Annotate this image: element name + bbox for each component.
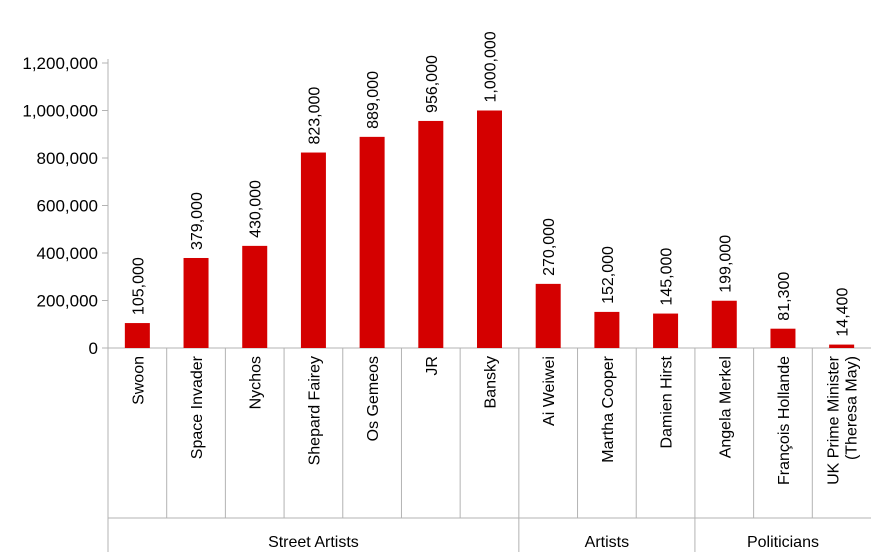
category-label: UK Prime Minister [826,355,843,485]
bar [653,313,679,348]
bar-value-label: 956,000 [424,55,441,113]
bar [829,344,855,348]
bar [770,328,796,348]
category-label: Os Gemeos [365,356,382,441]
bar [418,120,444,348]
bar-value-label: 152,000 [600,246,617,304]
bar-value-label: 81,300 [776,272,793,321]
category-label: François Hollande [776,356,793,485]
category-label: Nychos [248,356,265,409]
y-tick-label: 1,000,000 [22,102,98,121]
bar [359,136,385,348]
bar-value-label: 889,000 [365,71,382,129]
category-label: Ai Weiwei [541,356,558,426]
category-label: Angela Merkel [717,356,734,458]
bar-value-label: 14,400 [835,288,852,337]
category-label: (Theresa May) [844,356,861,460]
bar [183,257,209,348]
category-label: Martha Cooper [600,355,617,462]
bar [124,323,150,348]
bar-value-label: 145,000 [659,248,676,306]
bar-value-label: 105,000 [130,257,147,315]
bar-value-label: 1,000,000 [483,31,500,102]
y-tick-label: 800,000 [37,149,98,168]
y-tick-label: 600,000 [37,197,98,216]
category-label: Damien Hirst [659,355,676,448]
bar-value-label: 199,000 [717,235,734,293]
group-label: Artists [585,534,629,551]
bar-value-label: 379,000 [189,192,206,250]
bar-value-label: 270,000 [541,218,558,276]
y-tick-label: 400,000 [37,244,98,263]
y-tick-label: 0 [89,339,98,358]
bar-value-label: 430,000 [248,180,265,238]
category-label: Space Invader [189,355,206,459]
y-tick-label: 1,200,000 [22,54,98,73]
group-label: Street Artists [268,534,359,551]
category-label: Shepard Fairey [306,356,323,465]
bar [594,311,620,348]
category-label: Bansky [483,356,500,408]
bar [477,110,502,348]
category-label: Swoon [130,356,147,405]
y-tick-label: 200,000 [37,292,98,311]
bar [300,152,326,348]
bar [242,245,268,348]
group-label: Politicians [747,534,819,551]
bar [711,300,737,348]
bar [535,283,561,348]
category-label: JR [424,356,441,376]
bar-value-label: 823,000 [306,87,323,145]
